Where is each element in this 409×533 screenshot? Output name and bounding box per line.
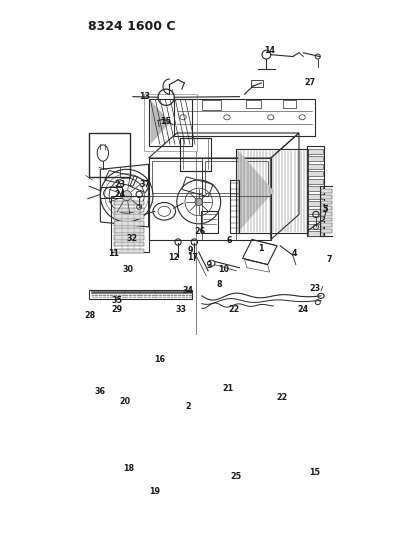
Bar (308, 186, 322, 191)
Bar (320, 229, 331, 232)
Ellipse shape (121, 191, 131, 200)
Text: 11: 11 (108, 249, 119, 258)
Text: 23: 23 (308, 284, 319, 293)
Polygon shape (238, 150, 273, 232)
Text: 10: 10 (218, 265, 229, 274)
Bar (308, 149, 322, 154)
Text: 4: 4 (291, 249, 297, 258)
Text: 28: 28 (85, 311, 96, 320)
Bar (89, 133, 130, 177)
Bar (283, 100, 295, 108)
Text: 7: 7 (326, 255, 331, 264)
Bar (114, 214, 144, 219)
Text: 29: 29 (111, 305, 123, 314)
Bar (100, 187, 121, 198)
Bar (308, 201, 322, 206)
Bar (114, 200, 144, 205)
Bar (308, 164, 322, 169)
Bar (308, 179, 322, 184)
Text: 33: 33 (175, 305, 186, 314)
Bar (308, 231, 322, 236)
Bar (308, 209, 322, 214)
Text: 22: 22 (228, 305, 240, 314)
Bar (114, 242, 144, 246)
Bar (320, 217, 331, 221)
Text: 23: 23 (115, 180, 126, 189)
Bar (114, 249, 144, 253)
Bar (320, 206, 331, 210)
Bar (308, 171, 322, 176)
Text: 25: 25 (229, 472, 240, 481)
Bar (320, 189, 331, 193)
Polygon shape (150, 100, 170, 144)
Text: 15: 15 (308, 468, 319, 477)
Text: 18: 18 (124, 464, 135, 473)
Text: 3: 3 (206, 261, 211, 270)
Text: 2: 2 (185, 402, 191, 411)
Text: 5: 5 (321, 205, 327, 214)
Bar (308, 194, 322, 199)
Bar (308, 224, 322, 229)
Text: 22: 22 (276, 393, 287, 402)
Text: 20: 20 (119, 397, 130, 406)
Bar (308, 156, 322, 161)
Text: 21: 21 (222, 384, 233, 393)
Bar (320, 200, 331, 205)
Text: 24: 24 (297, 305, 308, 314)
Text: 14: 14 (263, 46, 274, 55)
Bar (151, 161, 201, 192)
Text: 9: 9 (187, 246, 193, 255)
Text: 24: 24 (115, 190, 126, 199)
Text: 37: 37 (139, 180, 151, 189)
Text: 27: 27 (303, 78, 315, 87)
Bar (320, 212, 331, 216)
Bar (250, 80, 263, 87)
Bar (114, 235, 144, 239)
Text: 15: 15 (160, 117, 171, 126)
Text: 35: 35 (112, 296, 122, 305)
Bar (114, 207, 144, 212)
Bar (245, 100, 261, 108)
Text: 8324 1600 C: 8324 1600 C (88, 20, 175, 33)
Text: 34: 34 (182, 286, 193, 295)
Bar (308, 216, 322, 221)
Text: 26: 26 (194, 228, 205, 237)
Text: 16: 16 (153, 356, 164, 365)
Bar (201, 100, 220, 110)
Bar (114, 221, 144, 225)
Text: 32: 32 (126, 234, 137, 243)
Text: 6: 6 (226, 236, 231, 245)
Bar (320, 195, 331, 199)
Text: 1: 1 (258, 245, 263, 253)
Text: 19: 19 (148, 487, 160, 496)
Text: 30: 30 (122, 265, 133, 274)
Bar (319, 186, 333, 236)
Bar (204, 161, 267, 192)
Bar (200, 211, 218, 233)
Text: 36: 36 (94, 386, 106, 395)
Text: 13: 13 (138, 92, 149, 101)
Text: 17: 17 (187, 253, 198, 262)
Bar (320, 223, 331, 227)
Text: 12: 12 (168, 253, 179, 262)
Bar (114, 228, 144, 232)
Text: 8: 8 (216, 280, 222, 289)
Ellipse shape (195, 198, 202, 206)
